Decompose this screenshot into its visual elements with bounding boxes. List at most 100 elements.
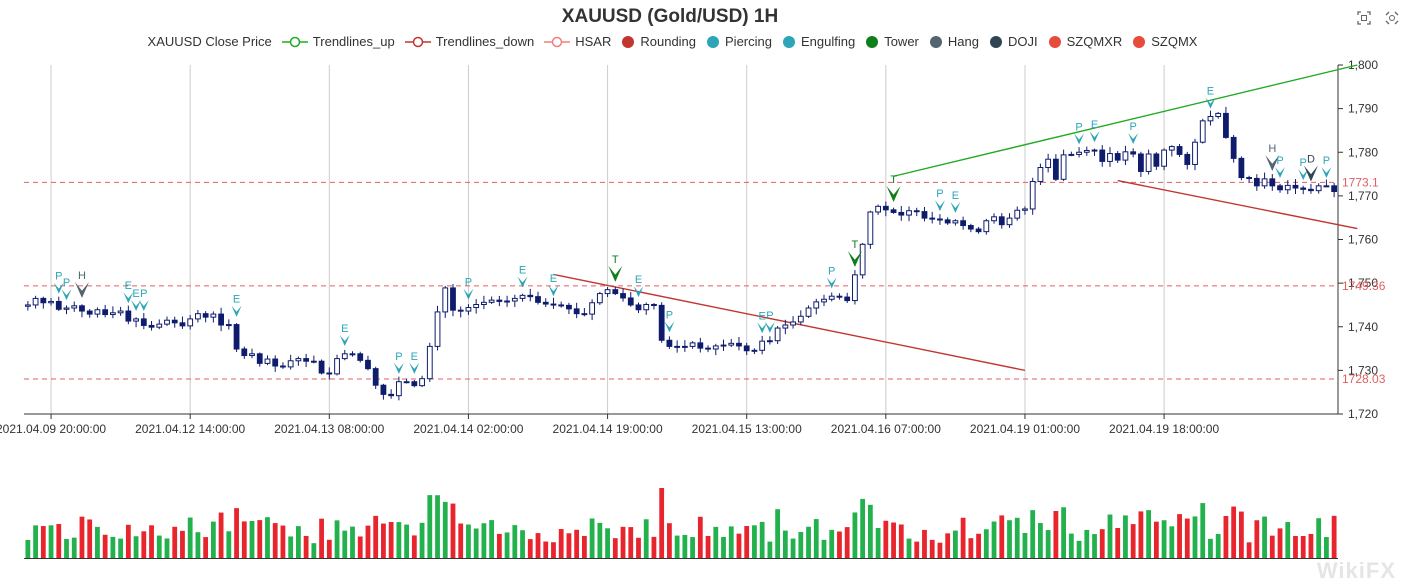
legend-symbol-icon xyxy=(707,35,720,48)
legend-symbol-icon xyxy=(1133,35,1146,48)
volume-bar xyxy=(960,517,966,558)
legend-item[interactable]: Tower xyxy=(865,34,919,49)
candle-body xyxy=(1130,151,1137,155)
pattern-marker-arrow xyxy=(1298,169,1309,181)
volume-bar xyxy=(265,517,270,558)
volume-bar xyxy=(535,533,541,558)
volume-bar xyxy=(71,537,77,558)
candle-body xyxy=(1029,180,1036,210)
hsar-level-label: 1773.1 xyxy=(1342,175,1379,189)
candle-body xyxy=(967,225,974,230)
pattern-marker-label: T xyxy=(612,254,619,266)
volume-bar xyxy=(837,531,842,558)
legend-item[interactable]: Trendlines_up xyxy=(281,34,395,49)
candle-body xyxy=(326,372,333,375)
legend-item[interactable]: SZQMX xyxy=(1132,34,1197,49)
legend-item[interactable]: Hang xyxy=(929,34,979,49)
candle-body xyxy=(929,217,936,220)
volume-bar xyxy=(442,501,448,558)
volume-bar xyxy=(1277,528,1283,558)
volume-bar xyxy=(759,521,765,558)
volume-bar xyxy=(628,527,634,558)
pattern-marker-arrow xyxy=(339,334,350,346)
legend-item[interactable]: Trendlines_down xyxy=(404,34,534,49)
pattern-marker-label: D xyxy=(1307,153,1315,165)
candle-body xyxy=(426,345,433,380)
candle-body xyxy=(1230,136,1237,159)
volume-bar xyxy=(752,525,757,558)
volume-bar xyxy=(489,520,495,558)
volume-bar xyxy=(33,525,38,558)
volume-bar xyxy=(1200,503,1206,558)
restore-icon[interactable] xyxy=(1384,10,1400,26)
candle-body xyxy=(805,307,812,317)
volume-bar xyxy=(1184,518,1190,558)
volume-bar xyxy=(195,532,201,558)
x-tick-label: 2021.04.14 19:00:00 xyxy=(553,422,663,436)
grid-lines xyxy=(50,65,1165,414)
candle-body xyxy=(589,302,596,315)
y-tick-label: 1,780 xyxy=(1348,145,1378,159)
candle-body xyxy=(457,309,464,312)
volume-bar xyxy=(860,498,866,558)
volume-bar xyxy=(968,538,974,558)
candle-body xyxy=(705,347,711,350)
pattern-marker-arrow xyxy=(53,282,64,294)
candle-body xyxy=(40,297,47,304)
volume-bar xyxy=(25,539,31,558)
legend-symbol-icon xyxy=(929,35,942,48)
legend-item[interactable]: Piercing xyxy=(706,34,772,49)
legend-item[interactable]: Engulfing xyxy=(782,34,855,49)
candle-body xyxy=(380,384,387,395)
volume-bar xyxy=(187,517,193,558)
candle-body xyxy=(535,296,541,303)
zoom-icon[interactable] xyxy=(1356,10,1372,26)
candle-body xyxy=(573,308,580,315)
y-tick-label: 1,730 xyxy=(1348,363,1378,377)
volume-bar xyxy=(180,530,185,558)
volume-bar xyxy=(1177,514,1182,558)
candle-body xyxy=(24,304,31,307)
legend-item[interactable]: DOJI xyxy=(989,34,1038,49)
candle-body xyxy=(1253,177,1260,187)
volume-bar xyxy=(1215,534,1221,558)
candle-body xyxy=(365,359,371,370)
candle-body xyxy=(1168,146,1175,151)
volume-bar xyxy=(334,520,340,558)
candle-body xyxy=(225,324,232,327)
pattern-marker-label: E xyxy=(550,273,557,285)
pattern-marker-arrow xyxy=(1205,97,1216,109)
pattern-marker-label: H xyxy=(1268,143,1276,155)
volume-bar xyxy=(1068,533,1074,558)
volume-bar xyxy=(48,525,54,558)
legend-item[interactable]: SZQMXR xyxy=(1048,34,1122,49)
volume-bar xyxy=(636,537,641,558)
candle-body xyxy=(79,305,85,312)
candle-body xyxy=(48,300,54,304)
candle-body xyxy=(1006,217,1013,226)
pattern-marker-label: E xyxy=(125,280,132,292)
volume-bar xyxy=(249,520,255,558)
volume-bar xyxy=(744,526,750,558)
pattern-marker-arrow xyxy=(764,321,775,333)
trendline-up xyxy=(893,64,1358,177)
legend-item[interactable]: Rounding xyxy=(621,34,696,49)
x-tick-label: 2021.04.16 07:00:00 xyxy=(831,422,941,436)
volume-bar xyxy=(288,536,294,558)
volume-bar xyxy=(234,508,239,558)
pattern-marker-label: P xyxy=(936,188,943,200)
volume-bar xyxy=(404,524,410,558)
pattern-marker-arrow xyxy=(138,300,149,312)
legend-item[interactable]: XAUUSD Close Price xyxy=(143,34,272,49)
candle-body xyxy=(1323,185,1330,188)
pattern-marker-label: E xyxy=(341,323,348,335)
candle-body xyxy=(372,368,379,386)
volume-bar xyxy=(357,536,363,558)
candle-body xyxy=(1153,153,1160,167)
volume-bar xyxy=(342,530,348,558)
volume-bar xyxy=(164,538,170,558)
volume-bar xyxy=(1107,514,1113,558)
volume-bar xyxy=(411,535,417,558)
legend-item[interactable]: HSAR xyxy=(544,34,611,49)
